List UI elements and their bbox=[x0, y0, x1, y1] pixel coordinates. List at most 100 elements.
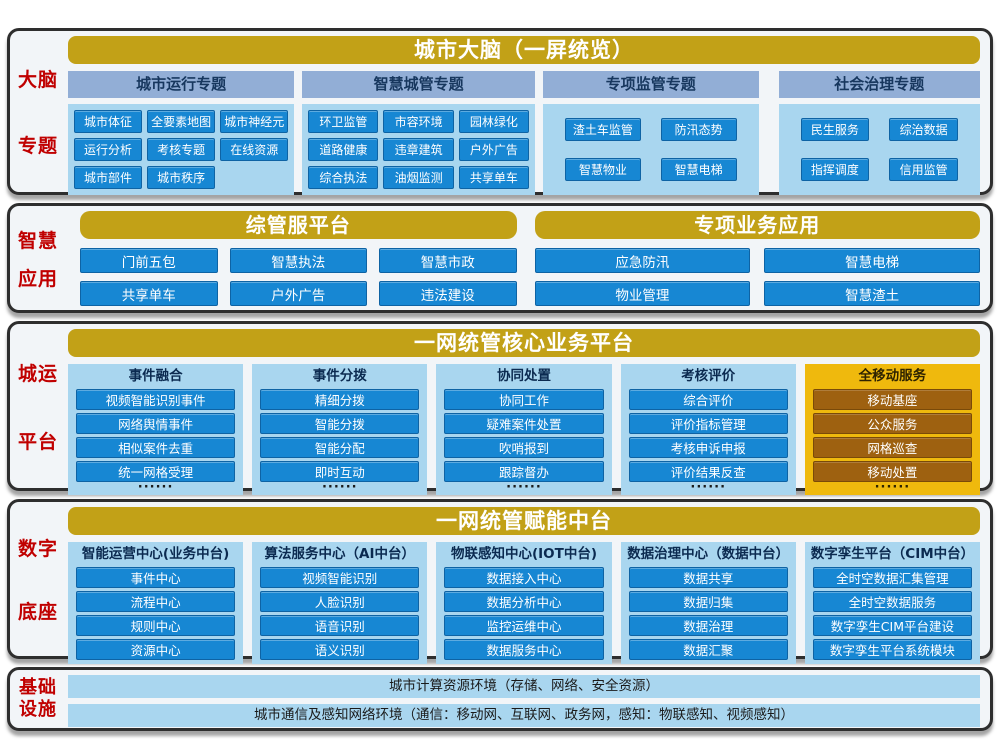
infrastructure-layer: 基础 设施 城市计算资源环境（存储、网络、安全资源） 城市通信及感知网络环境（通… bbox=[7, 667, 993, 731]
topic-chip: 信用监管 bbox=[889, 157, 958, 181]
platform-layer-content: 一网统管核心业务平台 事件融合 视频智能识别事件 网络舆情事件 相似案件去重 统一网格… bbox=[66, 324, 990, 495]
function-chip: 吹哨报到 bbox=[444, 436, 604, 458]
topic-chip: 违章建筑 bbox=[383, 138, 454, 161]
function-chip: 跟踪督办 bbox=[444, 460, 604, 482]
layer-label-line: 平台 bbox=[17, 430, 58, 453]
column-title: 算法服务中心（AI中台） bbox=[264, 546, 416, 562]
special-business-items: 应急防汛 智慧电梯 物业管理 智慧渣土 bbox=[534, 248, 980, 306]
topic-chip: 户外广告 bbox=[458, 138, 529, 161]
function-chip: 视频智能识别事件 bbox=[76, 388, 236, 410]
topic-chip: 园林绿化 bbox=[458, 110, 529, 133]
function-chip: 移动处置 bbox=[812, 460, 972, 482]
layer-label-line: 智慧 bbox=[17, 229, 58, 252]
smart-apps-layer: 智慧 应用 综管服平台 门前五包 智慧执法 智慧市政 共享单车 户外广告 违法建设 专项业… bbox=[7, 203, 993, 313]
col-cim-center: 数字孪生平台（CIM中台） 全时空数据汇集管理 全时空数据服务 数字孪生CIM平台建… bbox=[804, 542, 980, 664]
topic-chip: 油烟监测 bbox=[383, 166, 454, 189]
base-columns: 智能运营中心(业务中台) 事件中心 流程中心 规则中心 资源中心 算法服务中心（AI中… bbox=[68, 542, 980, 664]
brain-layer-label: 大脑 专题 bbox=[10, 31, 66, 192]
layer-label-line: 数字 bbox=[17, 538, 58, 560]
ellipsis-dots: ······ bbox=[690, 480, 727, 495]
brain-layer-content: 城市大脑（一屏统览） 城市运行专题 城市体征 全要素地图 城市神经元 运行分析 考核专题… bbox=[66, 31, 990, 195]
group-panel: 渣土车监管 防汛态势 智慧物业 智慧电梯 bbox=[542, 104, 759, 195]
center-chip: 人脸识别 bbox=[260, 590, 420, 612]
topic-chip: 道路健康 bbox=[308, 138, 379, 161]
app-chip: 智慧执法 bbox=[229, 248, 368, 273]
center-chip: 数字孪生平台系统模块 bbox=[812, 638, 972, 660]
topic-chip: 共享单车 bbox=[458, 166, 529, 189]
ellipsis-dots: ······ bbox=[137, 480, 174, 495]
infra-bars: 城市计算资源环境（存储、网络、安全资源） 城市通信及感知网络环境（通信：移动网、… bbox=[68, 675, 980, 727]
topic-chip: 环卫监管 bbox=[308, 110, 379, 133]
layer-label-line: 应用 bbox=[17, 267, 58, 290]
center-chip: 数据接入中心 bbox=[444, 566, 604, 588]
group-header: 专项监管专题 bbox=[542, 71, 759, 98]
function-chip: 公众服务 bbox=[812, 412, 972, 434]
topic-chip: 综合执法 bbox=[308, 166, 379, 189]
function-chip: 网格巡查 bbox=[812, 436, 972, 458]
apps-layer-content: 综管服平台 门前五包 智慧执法 智慧市政 共享单车 户外广告 违法建设 专项业务应用 应急… bbox=[66, 206, 990, 310]
app-chip: 智慧市政 bbox=[379, 248, 517, 273]
center-chip: 全时空数据汇集管理 bbox=[812, 566, 972, 588]
topic-chip: 民生服务 bbox=[800, 118, 870, 142]
layer-label-line: 底座 bbox=[17, 601, 58, 623]
center-chip: 流程中心 bbox=[76, 590, 236, 612]
core-business-platform-title: 一网统管核心业务平台 bbox=[68, 329, 980, 357]
center-chip: 语音识别 bbox=[260, 614, 420, 636]
column-title: 事件融合 bbox=[128, 368, 183, 384]
infra-layer-content: 城市计算资源环境（存储、网络、安全资源） 城市通信及感知网络环境（通信：移动网、… bbox=[66, 670, 990, 728]
col-iot-center: 物联感知中心(IOT中台) 数据接入中心 数据分析中心 监控运维中心 数据服务中心 bbox=[436, 542, 612, 664]
app-chip: 应急防汛 bbox=[534, 248, 751, 273]
topic-chip: 指挥调度 bbox=[800, 157, 870, 181]
topic-chip: 城市秩序 bbox=[147, 166, 216, 189]
ellipsis-dots: ······ bbox=[874, 480, 911, 495]
col-ai-center: 算法服务中心（AI中台） 视频智能识别 人脸识别 语音识别 语义识别 bbox=[252, 542, 428, 664]
topic-chip: 渣土车监管 bbox=[564, 118, 641, 142]
special-business-title: 专项业务应用 bbox=[534, 211, 980, 239]
group-panel: 城市体征 全要素地图 城市神经元 运行分析 考核专题 在线资源 城市部件 城市秩序 bbox=[68, 104, 295, 195]
col-business-center: 智能运营中心(业务中台) 事件中心 流程中心 规则中心 资源中心 bbox=[68, 542, 244, 664]
function-chip: 精细分拨 bbox=[260, 388, 420, 410]
apps-grid: 综管服平台 门前五包 智慧执法 智慧市政 共享单车 户外广告 违法建设 专项业务应用 应急… bbox=[68, 211, 980, 306]
column-title: 物联感知中心(IOT中台) bbox=[450, 546, 598, 562]
col-collaborative-handling: 协同处置 协同工作 疑难案件处置 吹哨报到 跟踪督办 ······ bbox=[436, 364, 612, 495]
col-event-fusion: 事件融合 视频智能识别事件 网络舆情事件 相似案件去重 统一网格受理 ······ bbox=[68, 364, 244, 495]
center-chip: 数据分析中心 bbox=[444, 590, 604, 612]
app-chip: 户外广告 bbox=[229, 281, 368, 306]
col-mobile-services: 全移动服务 移动基座 公众服务 网格巡查 移动处置 ······ bbox=[804, 364, 980, 495]
center-chip: 数据归集 bbox=[628, 590, 788, 612]
city-operation-platform-layer: 城运 平台 一网统管核心业务平台 事件融合 视频智能识别事件 网络舆情事件 相似案件… bbox=[7, 321, 993, 495]
comprehensive-mgmt-items: 门前五包 智慧执法 智慧市政 共享单车 户外广告 违法建设 bbox=[80, 248, 517, 306]
function-chip: 移动基座 bbox=[812, 388, 972, 410]
topic-chip: 市容环境 bbox=[383, 110, 454, 133]
function-chip: 智能分配 bbox=[260, 436, 420, 458]
group-social-governance-topics: 社会治理专题 民生服务 综治数据 指挥调度 信用监管 bbox=[778, 71, 980, 195]
topic-chip: 智慧物业 bbox=[564, 157, 641, 181]
layer-label-line: 大脑 bbox=[17, 68, 58, 91]
group-panel: 环卫监管 市容环境 园林绿化道路健康 违章建筑 户外广告综合执法 油烟监测 共享单车 bbox=[302, 104, 535, 195]
function-chip: 网络舆情事件 bbox=[76, 412, 236, 434]
group-special-supervision-topics: 专项监管专题 渣土车监管 防汛态势 智慧物业 智慧电梯 bbox=[542, 71, 759, 195]
app-chip: 物业管理 bbox=[534, 281, 751, 306]
center-chip: 事件中心 bbox=[76, 566, 236, 588]
function-chip: 考核申诉申报 bbox=[628, 436, 788, 458]
center-chip: 语义识别 bbox=[260, 638, 420, 660]
topic-chip: 全要素地图 bbox=[147, 110, 216, 133]
center-chip: 数据汇聚 bbox=[628, 638, 788, 660]
infra-network-bar: 城市通信及感知网络环境（通信：移动网、互联网、政务网，感知：物联感知、视频感知） bbox=[68, 704, 980, 727]
function-chip: 协同工作 bbox=[444, 388, 604, 410]
app-chip: 智慧渣土 bbox=[764, 281, 980, 306]
topic-chip: 在线资源 bbox=[220, 138, 289, 161]
topic-chip: 考核专题 bbox=[147, 138, 216, 161]
base-layer-label: 数字 底座 bbox=[10, 502, 66, 656]
center-chip: 数据服务中心 bbox=[444, 638, 604, 660]
comprehensive-mgmt-platform: 综管服平台 门前五包 智慧执法 智慧市政 共享单车 户外广告 违法建设 bbox=[80, 211, 517, 306]
special-business-apps: 专项业务应用 应急防汛 智慧电梯 物业管理 智慧渣土 bbox=[534, 211, 980, 306]
group-header: 城市运行专题 bbox=[68, 71, 295, 98]
center-chip: 监控运维中心 bbox=[444, 614, 604, 636]
city-brain-title: 城市大脑（一屏统览） bbox=[68, 36, 980, 64]
group-header: 智慧城管专题 bbox=[302, 71, 535, 98]
column-title: 协同处置 bbox=[496, 368, 551, 384]
topic-chip: 城市体征 bbox=[74, 110, 143, 133]
center-chip: 数据共享 bbox=[628, 566, 788, 588]
